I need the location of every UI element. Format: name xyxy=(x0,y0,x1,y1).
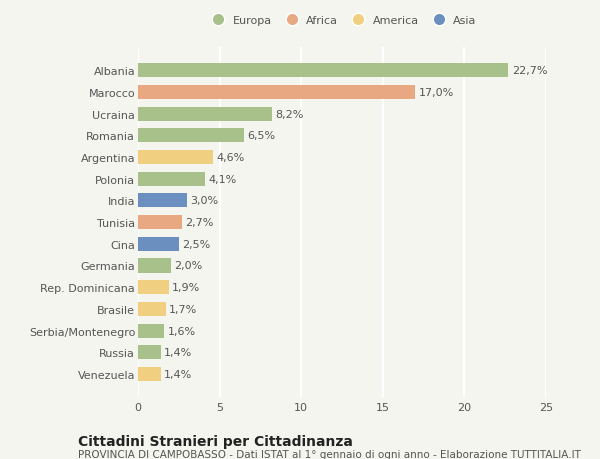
Bar xyxy=(138,237,179,251)
Bar xyxy=(138,280,169,295)
Text: 4,1%: 4,1% xyxy=(208,174,236,185)
Bar xyxy=(138,151,213,165)
Text: 3,0%: 3,0% xyxy=(190,196,218,206)
Text: 1,9%: 1,9% xyxy=(172,283,200,292)
Text: 1,4%: 1,4% xyxy=(164,369,193,379)
Bar xyxy=(138,324,164,338)
Text: PROVINCIA DI CAMPOBASSO - Dati ISTAT al 1° gennaio di ogni anno - Elaborazione T: PROVINCIA DI CAMPOBASSO - Dati ISTAT al … xyxy=(78,449,581,459)
Text: 2,7%: 2,7% xyxy=(185,218,214,228)
Bar xyxy=(138,259,170,273)
Bar xyxy=(138,129,244,143)
Bar xyxy=(138,64,508,78)
Bar xyxy=(138,194,187,208)
Bar xyxy=(138,216,182,230)
Bar xyxy=(138,172,205,186)
Bar xyxy=(138,107,272,122)
Text: 1,6%: 1,6% xyxy=(167,326,196,336)
Legend: Europa, Africa, America, Asia: Europa, Africa, America, Asia xyxy=(205,14,479,28)
Text: 1,4%: 1,4% xyxy=(164,347,193,358)
Text: Cittadini Stranieri per Cittadinanza: Cittadini Stranieri per Cittadinanza xyxy=(78,434,353,448)
Text: 4,6%: 4,6% xyxy=(217,153,245,162)
Bar xyxy=(138,86,415,100)
Text: 1,7%: 1,7% xyxy=(169,304,197,314)
Text: 6,5%: 6,5% xyxy=(247,131,275,141)
Bar xyxy=(138,346,161,359)
Text: 8,2%: 8,2% xyxy=(275,109,304,119)
Bar xyxy=(138,302,166,316)
Text: 17,0%: 17,0% xyxy=(419,88,454,98)
Bar xyxy=(138,367,161,381)
Text: 2,5%: 2,5% xyxy=(182,239,211,249)
Text: 2,0%: 2,0% xyxy=(174,261,202,271)
Text: 22,7%: 22,7% xyxy=(512,66,547,76)
